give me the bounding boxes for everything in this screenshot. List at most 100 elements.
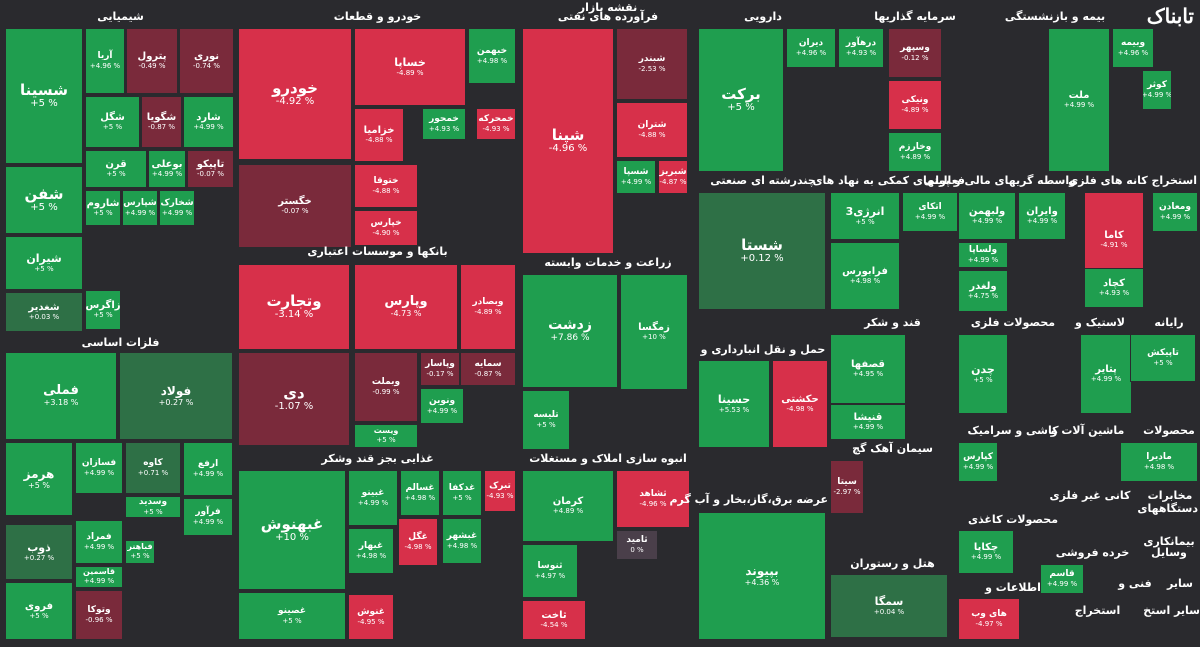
stock-tile[interactable]: غبشهر +4.98 % [442, 518, 482, 564]
stock-tile[interactable]: مادیرا +4.98 % [1120, 442, 1198, 482]
stock-tile[interactable]: ثاخت -4.54 % [522, 600, 586, 640]
stock-tile[interactable]: ذوب +0.27 % [5, 524, 73, 580]
stock-tile[interactable]: ولبهمن +4.99 % [958, 192, 1016, 240]
stock-tile[interactable]: هرمز +5 % [5, 442, 73, 516]
stock-tile[interactable]: قاسمین +4.99 % [75, 566, 123, 588]
stock-tile[interactable]: تاپیکو -0.07 % [187, 150, 234, 188]
stock-tile[interactable]: قاسم +4.99 % [1040, 564, 1084, 594]
stock-tile[interactable]: خساپا -4.89 % [354, 28, 466, 106]
stock-tile[interactable]: شستا +0.12 % [698, 192, 826, 310]
stock-tile[interactable]: ثشاهد -4.96 % [616, 470, 690, 528]
stock-tile[interactable]: وسدید +5 % [125, 496, 181, 518]
stock-tile[interactable]: آریا +4.96 % [85, 28, 125, 94]
stock-tile[interactable]: شفن +5 % [5, 166, 83, 234]
stock-tile[interactable]: وبصادر -4.89 % [460, 264, 516, 350]
stock-tile[interactable]: خگستر -0.07 % [238, 164, 352, 248]
stock-tile[interactable]: شاروم +5 % [85, 190, 121, 226]
stock-tile[interactable]: ملت +4.99 % [1048, 28, 1110, 172]
stock-tile[interactable]: ویست +5 % [354, 424, 418, 448]
stock-tile[interactable]: وسپهر -0.12 % [888, 28, 942, 78]
stock-tile[interactable]: های وب -4.97 % [958, 598, 1020, 640]
stock-tile[interactable]: وتوکا -0.96 % [75, 590, 123, 640]
stock-tile[interactable]: شبریز -4.87 % [658, 160, 688, 194]
stock-tile[interactable]: خزامیا -4.88 % [354, 108, 404, 162]
stock-tile[interactable]: شبندر -2.53 % [616, 28, 688, 100]
stock-tile[interactable]: چدن +5 % [958, 334, 1008, 414]
stock-tile[interactable]: درهآور +4.93 % [838, 28, 884, 68]
stock-tile[interactable]: ارفع +4.99 % [183, 442, 233, 496]
stock-tile[interactable]: فسازان +4.99 % [75, 442, 123, 494]
stock-tile[interactable]: وبملت -0.99 % [354, 352, 418, 422]
stock-tile[interactable]: خمحرکه -4.93 % [476, 108, 516, 140]
stock-tile[interactable]: شیران +5 % [5, 236, 83, 290]
stock-tile[interactable]: وپاسار -0.17 % [420, 352, 460, 386]
stock-tile[interactable]: ثامید 0 % [616, 530, 658, 560]
stock-tile[interactable]: نوری -0.74 % [179, 28, 234, 94]
stock-tile[interactable]: حسینا +5.53 % [698, 360, 770, 448]
stock-tile[interactable]: شگل +5 % [85, 96, 140, 148]
stock-tile[interactable]: چکاپا +4.99 % [958, 530, 1014, 574]
stock-tile[interactable]: فروی +5 % [5, 582, 73, 640]
stock-tile[interactable]: سمایه -0.87 % [460, 352, 516, 386]
stock-tile[interactable]: دیران +4.96 % [786, 28, 836, 68]
stock-tile[interactable]: ولساپا +4.99 % [958, 242, 1008, 268]
stock-tile[interactable]: بوعلی +4.99 % [148, 150, 186, 188]
stock-tile[interactable]: وایران +4.99 % [1018, 192, 1066, 240]
stock-tile[interactable]: اتکای +4.99 % [902, 192, 958, 232]
stock-tile[interactable]: انرژی3 +5 % [830, 192, 900, 240]
stock-tile[interactable]: تلیسه +5 % [522, 390, 570, 450]
stock-tile[interactable]: کرمان +4.89 % [522, 470, 614, 542]
stock-tile[interactable]: شتران -4.88 % [616, 102, 688, 158]
stock-tile[interactable]: ختوقا -4.88 % [354, 164, 418, 208]
stock-tile[interactable]: شگویا -0.87 % [141, 96, 182, 148]
stock-tile[interactable]: وپارس -4.73 % [354, 264, 458, 350]
stock-tile[interactable]: زاگرس +5 % [85, 290, 121, 330]
stock-tile[interactable]: خپارس -4.90 % [354, 210, 418, 246]
stock-tile[interactable]: دی -1.07 % [238, 352, 350, 446]
stock-tile[interactable]: غصینو +5 % [238, 592, 346, 640]
stock-tile[interactable]: پتایر +4.99 % [1080, 334, 1132, 414]
stock-tile[interactable]: فملی +3.18 % [5, 352, 117, 440]
stock-tile[interactable]: وتجارت -3.14 % [238, 264, 350, 350]
stock-tile[interactable]: حکشتی -4.98 % [772, 360, 828, 448]
stock-tile[interactable]: قنیشا +4.99 % [830, 404, 906, 440]
stock-tile[interactable]: غنوش -4.95 % [348, 594, 394, 640]
stock-tile[interactable]: خودرو -4.92 % [238, 28, 352, 160]
stock-tile[interactable]: زدشت +7.86 % [522, 274, 618, 388]
stock-tile[interactable]: شپنا -4.96 % [522, 28, 614, 254]
stock-tile[interactable]: شارد +4.99 % [183, 96, 234, 148]
stock-tile[interactable]: فرآور +4.99 % [183, 498, 233, 536]
stock-tile[interactable]: کوثر +4.99 % [1142, 70, 1172, 110]
stock-tile[interactable]: خبهمن +4.98 % [468, 28, 516, 84]
stock-tile[interactable]: قرن +5 % [85, 150, 147, 188]
stock-tile[interactable]: غدکفا +5 % [442, 470, 482, 516]
stock-tile[interactable]: تاپیکش +5 % [1130, 334, 1196, 382]
stock-tile[interactable]: قصفها +4.95 % [830, 334, 906, 404]
stock-tile[interactable]: شسپا +4.99 % [616, 160, 656, 194]
stock-tile[interactable]: کچاد +4.93 % [1084, 268, 1144, 308]
stock-tile[interactable]: تبرک -4.93 % [484, 470, 516, 512]
stock-tile[interactable]: شخارک +4.99 % [159, 190, 195, 226]
stock-tile[interactable]: فمراد +4.99 % [75, 520, 123, 564]
stock-tile[interactable]: ونوین +4.99 % [420, 388, 464, 424]
stock-tile[interactable]: ومعادن +4.99 % [1152, 192, 1198, 232]
stock-tile[interactable]: شسینا +5 % [5, 28, 83, 164]
stock-tile[interactable]: فباهنر +5 % [125, 540, 155, 564]
stock-tile[interactable]: غبینو +4.99 % [348, 470, 398, 526]
stock-tile[interactable]: بپیوند +4.36 % [698, 512, 826, 640]
stock-tile[interactable]: سیتا -2.97 % [830, 460, 864, 514]
stock-tile[interactable]: ونیکی -4.89 % [888, 80, 942, 130]
stock-tile[interactable]: زمگسا +10 % [620, 274, 688, 390]
stock-tile[interactable]: شپارس +4.99 % [122, 190, 158, 226]
stock-tile[interactable]: پترول -0.49 % [126, 28, 178, 94]
stock-tile[interactable]: خمحور +4.93 % [422, 108, 466, 140]
stock-tile[interactable]: غسالم +4.98 % [400, 470, 440, 516]
stock-tile[interactable]: وخارزم +4.89 % [888, 132, 942, 172]
stock-tile[interactable]: ولغدر +4.75 % [958, 270, 1008, 312]
stock-tile[interactable]: غبهار +4.98 % [348, 528, 394, 574]
stock-tile[interactable]: وبیمه +4.96 % [1112, 28, 1154, 68]
stock-tile[interactable]: کپارس +4.99 % [958, 442, 998, 482]
stock-tile[interactable]: غبهنوش +10 % [238, 470, 346, 590]
stock-tile[interactable]: غگل -4.98 % [398, 518, 438, 566]
stock-tile[interactable]: فولاد +0.27 % [119, 352, 233, 440]
